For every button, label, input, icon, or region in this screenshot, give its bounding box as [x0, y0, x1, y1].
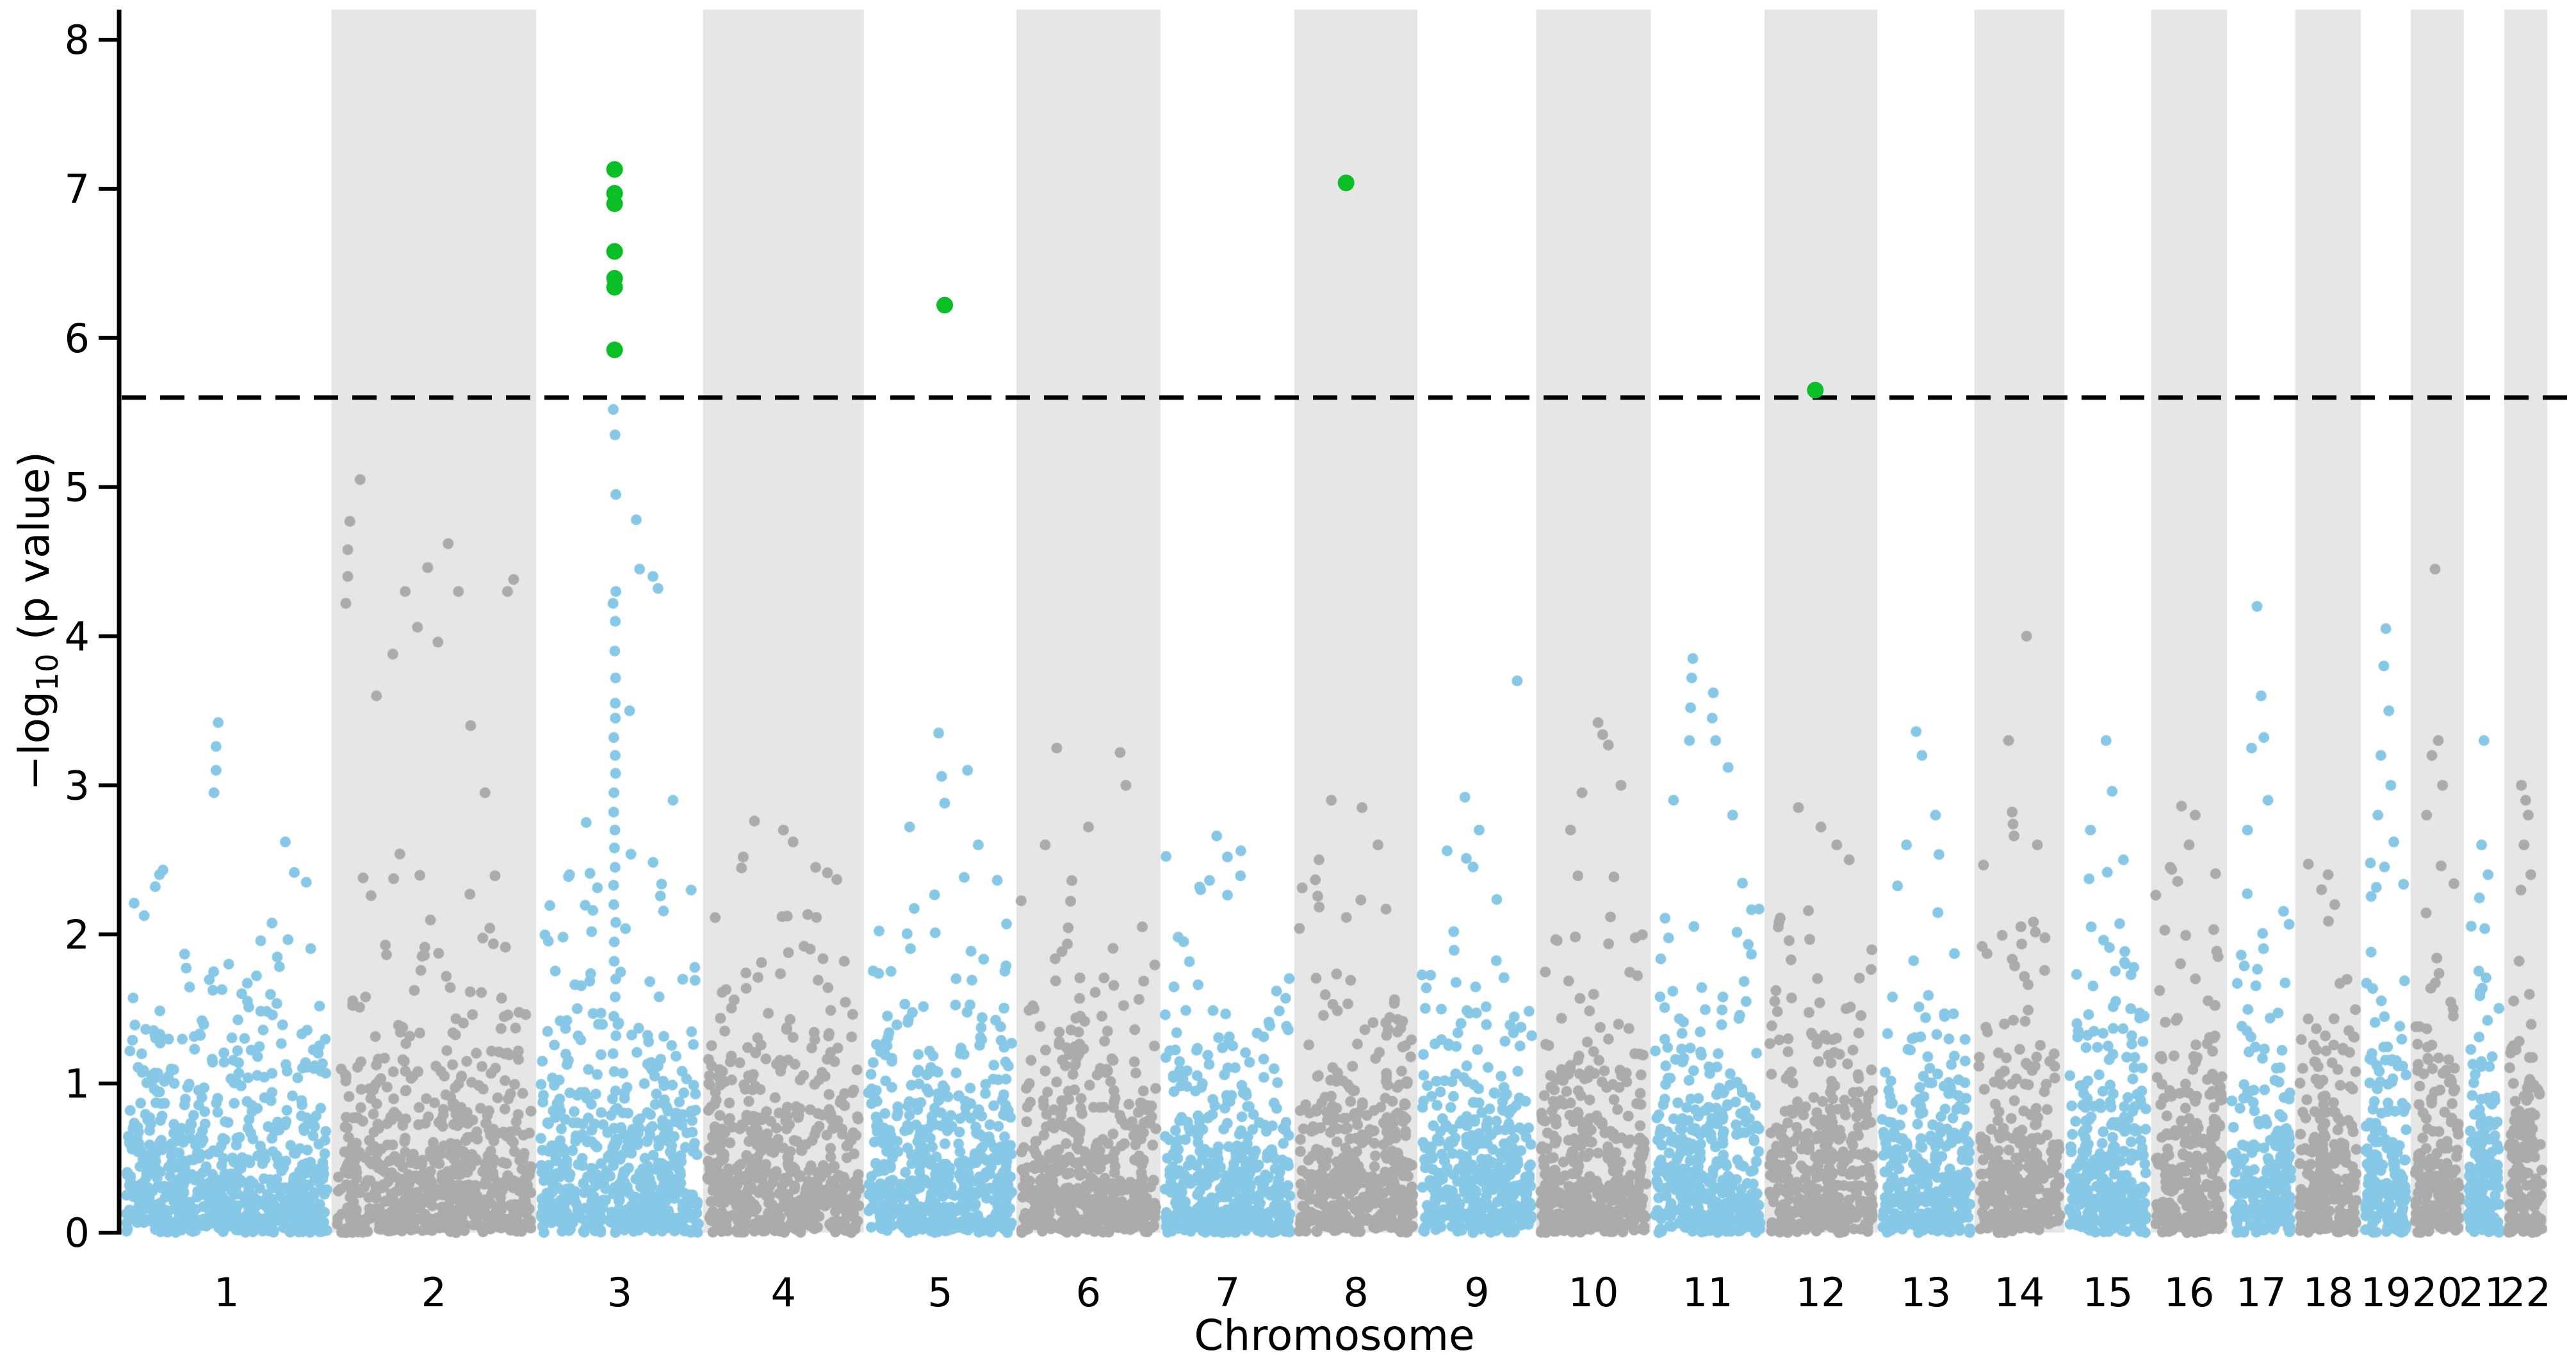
x-tick-label: 9	[1464, 1269, 1489, 1316]
x-tick-label: 13	[1900, 1269, 1951, 1316]
x-tick-label: 6	[1076, 1269, 1101, 1316]
x-tick-label: 16	[2164, 1269, 2215, 1316]
y-tick-label: 3	[65, 762, 90, 809]
x-tick-label: 15	[2083, 1269, 2133, 1316]
y-tick-label: 1	[65, 1060, 90, 1107]
y-tick-label: 7	[65, 166, 90, 213]
y-tick-label: 2	[65, 911, 90, 958]
y-axis: 0 1 2 3 4 5 6 7 8	[65, 10, 122, 1256]
y-axis-title: −log10 (p value)	[10, 451, 65, 791]
x-tick-label: 2	[421, 1269, 446, 1316]
x-axis-title: Chromosome	[1194, 1311, 1474, 1360]
x-tick-label: 8	[1343, 1269, 1368, 1316]
significant-point	[936, 296, 954, 314]
x-tick-label: 5	[927, 1269, 952, 1316]
y-tick-label: 4	[65, 613, 90, 660]
x-tick-label: 3	[607, 1269, 632, 1316]
x-tick-label: 21	[2459, 1269, 2509, 1316]
x-tick-label: 10	[1569, 1269, 1619, 1316]
significant-point	[606, 195, 623, 213]
x-tick-label: 17	[2236, 1269, 2287, 1316]
x-tick-label: 19	[2361, 1269, 2411, 1316]
significant-point	[606, 243, 623, 260]
x-tick-label: 7	[1215, 1269, 1240, 1316]
x-tick-label: 4	[771, 1269, 796, 1316]
x-tick-label: 12	[1796, 1269, 1846, 1316]
significant-point	[1807, 382, 1824, 399]
significant-point	[606, 341, 623, 359]
significant-point	[1337, 174, 1355, 191]
y-tick-label: 8	[65, 17, 90, 63]
significant-points-group	[606, 161, 1824, 399]
significant-point	[606, 279, 623, 296]
y-tick-label: 5	[65, 464, 90, 511]
x-tick-label: 22	[2500, 1269, 2551, 1316]
significant-point	[606, 161, 623, 178]
x-tick-label: 14	[1994, 1269, 2044, 1316]
x-tick-label: 20	[2412, 1269, 2463, 1316]
x-tick-label: 1	[214, 1269, 239, 1316]
x-tick-label: 11	[1683, 1269, 1733, 1316]
y-tick-label: 6	[65, 315, 90, 362]
x-tick-label: 18	[2303, 1269, 2354, 1316]
y-tick-label: 0	[65, 1210, 90, 1256]
